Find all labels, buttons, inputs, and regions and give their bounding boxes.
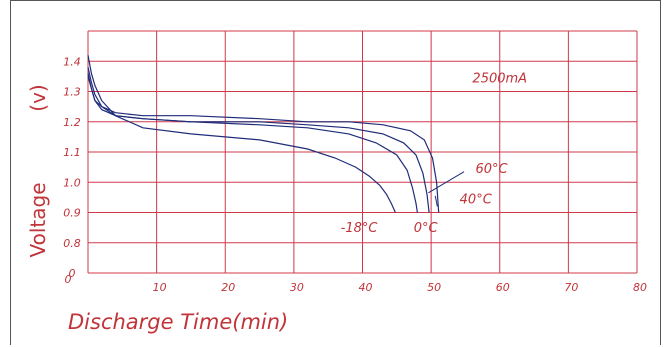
chart-frame bbox=[10, 0, 661, 345]
x-tick-label: 20 bbox=[221, 281, 235, 294]
y-tick-label: 0.8 bbox=[63, 237, 81, 250]
series-label: 60°C bbox=[475, 162, 508, 177]
y-axis-title: Voltage bbox=[26, 182, 50, 257]
series-line bbox=[87, 76, 440, 213]
x-tick-label: 40 bbox=[359, 281, 373, 294]
y-tick-label: 1.3 bbox=[63, 86, 81, 99]
series-line bbox=[87, 55, 396, 213]
x-tick-label: 10 bbox=[153, 281, 167, 294]
current-annotation: 2500mA bbox=[472, 71, 527, 86]
series-label: 40°C bbox=[460, 192, 493, 207]
y-tick-label: 1.2 bbox=[63, 116, 81, 129]
y-tick-label: 1.0 bbox=[63, 176, 81, 189]
x-tick-label: 60 bbox=[496, 281, 510, 294]
y-tick-label: 1.4 bbox=[63, 55, 81, 68]
x-tick-label: 80 bbox=[633, 281, 647, 294]
y-tick-label: 0.9 bbox=[63, 207, 81, 220]
series-line bbox=[87, 73, 430, 213]
x-axis-title: Discharge Time(min) bbox=[68, 310, 288, 334]
y-axis-unit: (v) bbox=[26, 84, 50, 111]
y-tick-label: 1.1 bbox=[63, 146, 81, 159]
x-origin-label: 0 bbox=[65, 273, 72, 286]
leader-line bbox=[428, 171, 465, 194]
x-tick-label: 30 bbox=[290, 281, 304, 294]
leader-line bbox=[434, 195, 438, 207]
series-line bbox=[87, 67, 418, 213]
y-tick-label: 0 bbox=[69, 267, 76, 280]
series-label: 0°C bbox=[414, 221, 439, 236]
x-tick-label: 50 bbox=[427, 281, 441, 294]
series-label: -18°C bbox=[341, 221, 379, 236]
x-tick-label: 70 bbox=[564, 281, 578, 294]
